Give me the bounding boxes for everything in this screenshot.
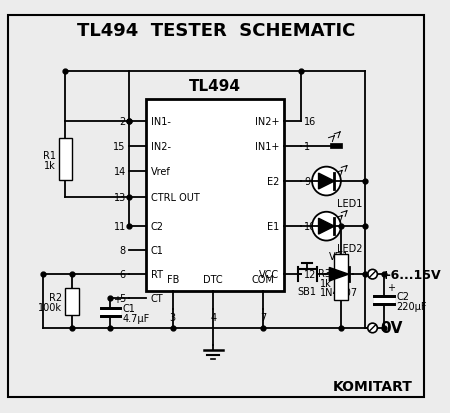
Text: 12: 12 <box>304 270 317 280</box>
Text: C1: C1 <box>123 304 136 313</box>
Bar <box>146 100 284 292</box>
Text: IN1+: IN1+ <box>255 141 279 151</box>
Circle shape <box>312 212 341 241</box>
Text: 1N4007: 1N4007 <box>320 287 358 297</box>
Text: VCC: VCC <box>259 270 279 280</box>
Text: 4.7μF: 4.7μF <box>123 313 150 323</box>
Text: R1: R1 <box>43 151 56 161</box>
Text: 7: 7 <box>260 312 266 322</box>
Text: +6...15V: +6...15V <box>380 268 441 281</box>
Bar <box>58 138 72 180</box>
Circle shape <box>368 270 378 279</box>
Text: KOMITART: KOMITART <box>333 379 413 393</box>
Text: FB: FB <box>166 274 179 284</box>
Text: E1: E1 <box>267 222 279 232</box>
Text: R2: R2 <box>50 292 63 302</box>
Text: 3: 3 <box>170 312 176 322</box>
Text: +: + <box>387 283 395 293</box>
Bar <box>330 143 342 149</box>
Bar <box>100 309 121 316</box>
Text: Vref: Vref <box>151 167 171 177</box>
Text: 220μF: 220μF <box>396 301 427 311</box>
Circle shape <box>368 323 378 333</box>
Text: RT: RT <box>151 270 163 280</box>
Bar <box>65 288 79 315</box>
Polygon shape <box>329 268 349 281</box>
Text: E2: E2 <box>267 177 279 187</box>
Text: 4: 4 <box>210 312 216 322</box>
Text: 2: 2 <box>120 116 126 126</box>
Text: 15: 15 <box>113 141 126 151</box>
Circle shape <box>312 167 341 196</box>
Text: 14: 14 <box>113 167 126 177</box>
Text: 5: 5 <box>120 294 126 304</box>
Text: CT: CT <box>151 294 163 304</box>
Text: TL494: TL494 <box>189 79 241 94</box>
Text: SB1: SB1 <box>298 286 317 296</box>
Text: 1k: 1k <box>44 160 56 170</box>
Text: DTC: DTC <box>203 274 223 284</box>
Bar <box>374 297 395 304</box>
Text: 11: 11 <box>113 222 126 232</box>
Polygon shape <box>319 219 334 235</box>
Text: C1: C1 <box>151 246 164 256</box>
Text: 6: 6 <box>120 270 126 280</box>
Text: 13: 13 <box>113 193 126 203</box>
Text: 1k: 1k <box>320 278 331 288</box>
Text: 1: 1 <box>304 141 310 151</box>
Text: 10: 10 <box>304 222 317 232</box>
Text: C2: C2 <box>151 222 164 232</box>
Text: IN1-: IN1- <box>151 116 171 126</box>
Text: R3: R3 <box>318 268 331 278</box>
Text: IN2-: IN2- <box>151 141 171 151</box>
Text: LED1: LED1 <box>337 199 363 209</box>
Text: 0V: 0V <box>380 320 403 336</box>
Text: +: + <box>113 295 122 305</box>
Text: C2: C2 <box>396 292 410 301</box>
Text: 8: 8 <box>120 246 126 256</box>
Text: 16: 16 <box>304 116 317 126</box>
Text: IN2+: IN2+ <box>255 116 279 126</box>
Text: COM: COM <box>252 274 274 284</box>
Polygon shape <box>319 174 334 190</box>
Text: 100k: 100k <box>38 302 63 312</box>
Text: LED2: LED2 <box>337 244 363 254</box>
Text: VD1: VD1 <box>329 251 349 261</box>
Text: 9: 9 <box>304 177 310 187</box>
Bar <box>334 254 347 300</box>
Text: TL494  TESTER  SCHEMATIC: TL494 TESTER SCHEMATIC <box>77 22 355 40</box>
Text: CTRL OUT: CTRL OUT <box>151 193 199 203</box>
